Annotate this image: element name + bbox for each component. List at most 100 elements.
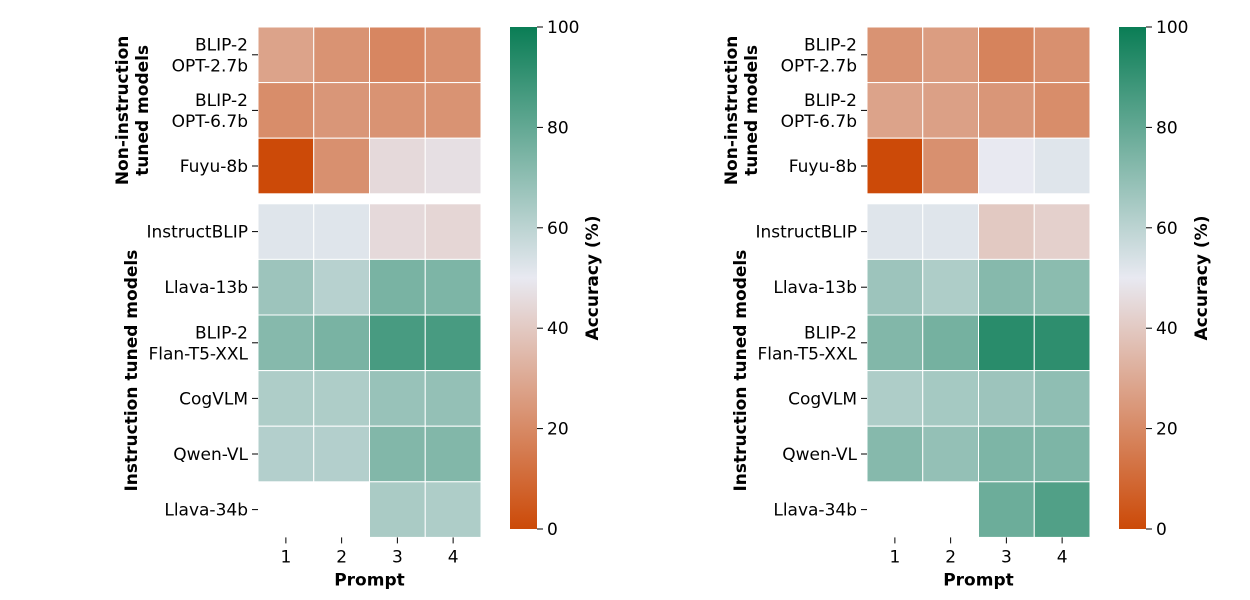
heatmap-cell <box>1033 481 1091 538</box>
colorbar <box>510 27 537 529</box>
x-tick-label: 1 <box>889 547 900 567</box>
heatmap-cell <box>922 26 979 84</box>
heatmap-cell <box>313 203 370 260</box>
heatmap-cell <box>1033 314 1091 372</box>
heatmap-cell <box>978 203 1035 260</box>
group-label: Instruction tuned models <box>731 250 751 492</box>
heatmap-cell <box>978 137 1035 195</box>
heatmap-cell <box>1033 258 1091 316</box>
y-tick-label: BLIP-2 Flan-T5-XXL <box>757 323 857 364</box>
y-tick-label: Llava-13b <box>164 278 248 298</box>
y-tick-label: Qwen-VL <box>782 445 857 465</box>
heatmap-cell <box>257 258 315 316</box>
heatmap-cell <box>922 137 979 195</box>
heatmap-cell <box>313 425 370 483</box>
heatmap-cell <box>866 258 924 316</box>
x-axis-title: Prompt <box>943 570 1014 590</box>
heatmap-cell <box>313 26 370 84</box>
y-tick-label: BLIP-2 OPT-6.7b <box>172 91 248 132</box>
y-tick-label: Qwen-VL <box>173 445 248 465</box>
heatmap-cell <box>369 370 426 427</box>
heatmap-cell <box>1033 82 1091 139</box>
heatmap-cell <box>313 314 370 372</box>
y-tick-label: Llava-34b <box>164 501 248 521</box>
colorbar-tick-label: 60 <box>547 219 569 239</box>
colorbar-tick-label: 80 <box>547 118 569 138</box>
group-label: Non-instructiontuned models <box>722 36 762 186</box>
x-tick-label: 2 <box>945 547 956 567</box>
y-tick-label: BLIP-2 OPT-6.7b <box>781 91 857 132</box>
colorbar-title: Accuracy (%) <box>1192 216 1212 341</box>
colorbar-title: Accuracy (%) <box>583 216 603 341</box>
heatmap-cell <box>424 425 482 483</box>
heatmap-cell <box>978 481 1035 538</box>
y-tick-label: CogVLM <box>788 389 857 409</box>
colorbar-tick-label: 100 <box>547 18 579 38</box>
heatmap-cell <box>866 370 924 427</box>
heatmap-cell <box>978 425 1035 483</box>
colorbar-tick-label: 80 <box>1156 118 1178 138</box>
heatmap-cell <box>369 481 426 538</box>
heatmap-cell <box>866 314 924 372</box>
colorbar-tick-label: 100 <box>1156 18 1188 38</box>
heatmap-cell <box>978 370 1035 427</box>
heatmap-cell <box>1033 26 1091 84</box>
x-tick-label: 3 <box>1001 547 1012 567</box>
heatmap-cell <box>369 258 426 316</box>
heatmap-cell <box>424 314 482 372</box>
heatmap-cell <box>369 203 426 260</box>
heatmap-cell <box>257 203 315 260</box>
heatmap-cell <box>313 82 370 139</box>
colorbar-tick-label: 0 <box>1156 520 1167 540</box>
x-tick-label: 4 <box>1057 547 1068 567</box>
colorbar-tick-label: 20 <box>1156 420 1178 440</box>
heatmap-cell <box>257 314 315 372</box>
heatmap-cell <box>922 82 979 139</box>
heatmap-cell <box>922 203 979 260</box>
colorbar-tick-label: 20 <box>547 420 569 440</box>
heatmap-cell <box>424 370 482 427</box>
y-tick-label: InstructBLIP <box>756 223 858 243</box>
y-tick-label: Llava-34b <box>773 501 857 521</box>
heatmap-cell <box>257 137 315 195</box>
x-tick-label: 2 <box>336 547 347 567</box>
y-tick-label: BLIP-2 OPT-2.7b <box>172 35 248 76</box>
heatmap-cell <box>257 82 315 139</box>
y-tick-label: InstructBLIP <box>147 223 249 243</box>
heatmap-cell <box>369 26 426 84</box>
heatmap-cell <box>978 258 1035 316</box>
heatmap-cell <box>424 258 482 316</box>
heatmap-cell <box>922 425 979 483</box>
heatmap-cell <box>978 26 1035 84</box>
heatmap-cell <box>424 82 482 139</box>
heatmap-cell <box>978 314 1035 372</box>
colorbar-tick-label: 0 <box>547 520 558 540</box>
heatmap-cell <box>424 137 482 195</box>
x-tick-label: 3 <box>392 547 403 567</box>
heatmap-cell <box>369 314 426 372</box>
heatmap-cell <box>257 370 315 427</box>
group-label: Instruction tuned models <box>122 250 142 492</box>
heatmap-cell <box>866 137 924 195</box>
colorbar <box>1119 27 1146 529</box>
y-tick-label: Fuyu-8b <box>789 157 857 177</box>
y-tick-label: Llava-13b <box>773 278 857 298</box>
heatmap-cell <box>424 26 482 84</box>
heatmap-cell <box>866 26 924 84</box>
heatmap-cell <box>313 137 370 195</box>
heatmap-cell <box>1033 370 1091 427</box>
heatmap-cell <box>369 137 426 195</box>
heatmap-cell <box>369 425 426 483</box>
heatmap-cell <box>313 370 370 427</box>
heatmap-cell <box>866 425 924 483</box>
heatmap-cell <box>866 82 924 139</box>
heatmap-panel-1: BLIP-2 OPT-2.7b BLIP-2 OPT-6.7b Fuyu-8b Non-i… <box>113 18 603 590</box>
heatmap-cell <box>978 82 1035 139</box>
colorbar-tick-label: 40 <box>547 319 569 339</box>
colorbar-tick-label: 60 <box>1156 219 1178 239</box>
y-tick-label: BLIP-2 OPT-2.7b <box>781 35 857 76</box>
y-tick-label: BLIP-2 Flan-T5-XXL <box>148 323 248 364</box>
heatmap-cell <box>424 203 482 260</box>
heatmap-cell <box>1033 203 1091 260</box>
